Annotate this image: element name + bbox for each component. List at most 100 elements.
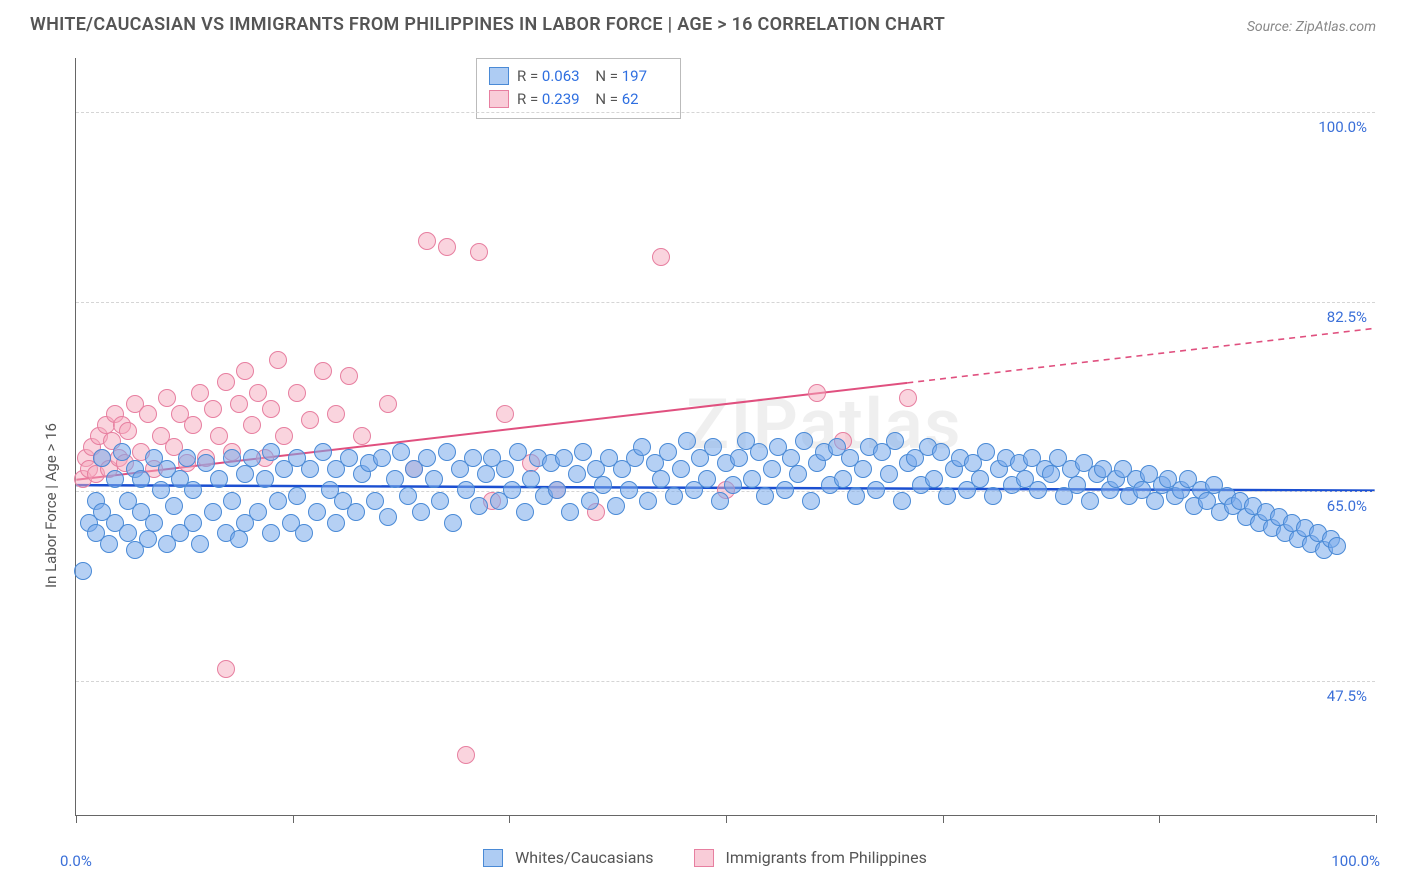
data-point — [197, 454, 215, 472]
data-point — [139, 405, 157, 423]
data-point — [925, 470, 943, 488]
data-point — [724, 476, 742, 494]
legend-label: Whites/Caucasians — [515, 848, 653, 867]
data-point — [938, 487, 956, 505]
data-point — [594, 476, 612, 494]
data-point — [191, 384, 209, 402]
data-point — [269, 351, 287, 369]
data-point — [308, 503, 326, 521]
data-point — [633, 438, 651, 456]
data-point — [132, 470, 150, 488]
data-point — [1146, 492, 1164, 510]
data-point — [438, 238, 456, 256]
data-point — [262, 400, 280, 418]
data-point — [74, 562, 92, 580]
data-point — [418, 449, 436, 467]
y-tick-label: 82.5% — [1327, 308, 1367, 326]
data-point — [763, 460, 781, 478]
data-point — [275, 427, 293, 445]
y-tick-label: 47.5% — [1327, 687, 1367, 705]
data-point — [412, 503, 430, 521]
data-point — [184, 481, 202, 499]
data-point — [373, 449, 391, 467]
data-point — [1081, 492, 1099, 510]
data-point — [327, 405, 345, 423]
data-point — [165, 497, 183, 515]
data-point — [756, 487, 774, 505]
data-point — [119, 422, 137, 440]
x-tick — [1376, 815, 1377, 823]
data-point — [100, 535, 118, 553]
data-point — [145, 514, 163, 532]
data-point — [236, 465, 254, 483]
data-point — [184, 416, 202, 434]
data-point — [223, 449, 241, 467]
data-point — [457, 481, 475, 499]
data-point — [847, 487, 865, 505]
data-point — [639, 492, 657, 510]
data-point — [522, 470, 540, 488]
data-point — [262, 524, 280, 542]
data-point — [327, 514, 345, 532]
data-point — [652, 248, 670, 266]
source-attribution: Source: ZipAtlas.com — [1247, 19, 1376, 35]
data-point — [971, 470, 989, 488]
data-point — [347, 503, 365, 521]
data-point — [743, 470, 761, 488]
data-point — [366, 492, 384, 510]
data-point — [314, 443, 332, 461]
data-point — [516, 503, 534, 521]
data-point — [652, 470, 670, 488]
data-point — [568, 465, 586, 483]
gridline — [76, 302, 1375, 303]
data-point — [340, 367, 358, 385]
plot-area: ZIPatlas R = 0.063 N = 197R = 0.239 N = … — [75, 58, 1375, 816]
data-point — [561, 503, 579, 521]
bottom-legend: Whites/Caucasians Immigrants from Philip… — [30, 848, 1380, 867]
data-point — [288, 384, 306, 402]
data-point — [457, 746, 475, 764]
data-point — [210, 470, 228, 488]
legend-label: Immigrants from Philippines — [725, 848, 926, 867]
data-point — [379, 395, 397, 413]
data-point — [464, 449, 482, 467]
x-tick — [943, 815, 944, 823]
data-point — [93, 449, 111, 467]
data-point — [243, 416, 261, 434]
x-tick — [726, 815, 727, 823]
data-point — [704, 438, 722, 456]
data-point — [256, 470, 274, 488]
data-point — [230, 530, 248, 548]
data-point — [880, 465, 898, 483]
data-point — [230, 395, 248, 413]
swatch-icon — [694, 849, 714, 867]
data-point — [392, 443, 410, 461]
data-point — [977, 443, 995, 461]
data-point — [444, 514, 462, 532]
data-point — [1029, 481, 1047, 499]
data-point — [470, 243, 488, 261]
x-tick — [509, 815, 510, 823]
data-point — [204, 400, 222, 418]
y-axis-title: In Labor Force | Age > 16 — [42, 423, 60, 588]
data-point — [808, 384, 826, 402]
data-point — [418, 232, 436, 250]
data-point — [178, 449, 196, 467]
data-point — [548, 481, 566, 499]
y-tick-label: 100.0% — [1318, 118, 1367, 136]
data-point — [899, 389, 917, 407]
trend-lines — [76, 58, 1375, 815]
data-point — [399, 487, 417, 505]
data-point — [236, 362, 254, 380]
data-point — [555, 449, 573, 467]
data-point — [243, 449, 261, 467]
data-point — [217, 660, 235, 678]
data-point — [184, 514, 202, 532]
data-point — [431, 492, 449, 510]
data-point — [496, 405, 514, 423]
legend-item-blue: Whites/Caucasians — [483, 848, 653, 867]
data-point — [477, 465, 495, 483]
data-point — [295, 524, 313, 542]
data-point — [438, 443, 456, 461]
legend-item-pink: Immigrants from Philippines — [694, 848, 927, 867]
